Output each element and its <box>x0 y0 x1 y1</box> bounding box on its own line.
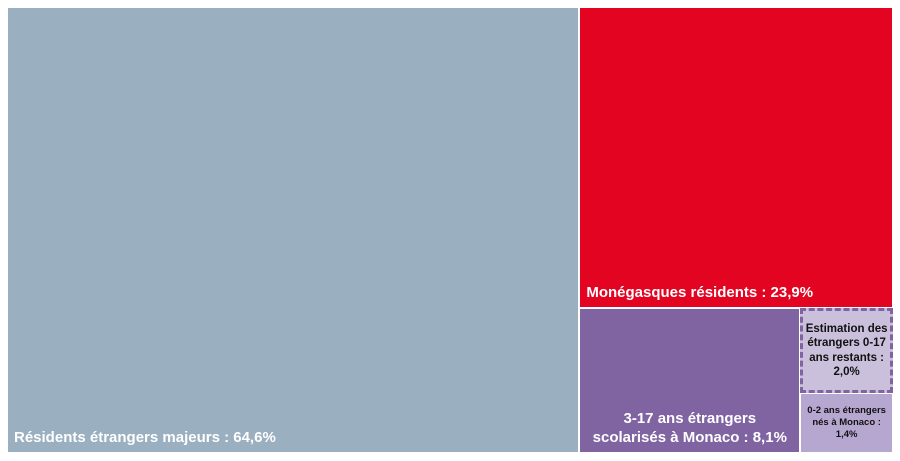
treemap-tile: Résidents étrangers majeurs : 64,6% <box>7 7 580 453</box>
tile-label: Estimation des étrangers 0-17 ans restan… <box>805 322 888 379</box>
tile-label: Monégasques résidents : 23,9% <box>586 284 814 302</box>
treemap-tile: Estimation des étrangers 0-17 ans restan… <box>800 308 893 394</box>
tile-label: 3-17 ans étrangers scolarisés à Monaco :… <box>592 410 787 447</box>
treemap-tile: Monégasques résidents : 23,9% <box>579 7 893 309</box>
tile-label: Résidents étrangers majeurs : 64,6% <box>14 429 276 447</box>
treemap-tile: 0-2 ans étrangers nés à Monaco : 1,4% <box>800 393 893 453</box>
treemap-tile: 3-17 ans étrangers scolarisés à Monaco :… <box>579 308 801 453</box>
tile-label: 0-2 ans étrangers nés à Monaco : 1,4% <box>807 405 886 441</box>
